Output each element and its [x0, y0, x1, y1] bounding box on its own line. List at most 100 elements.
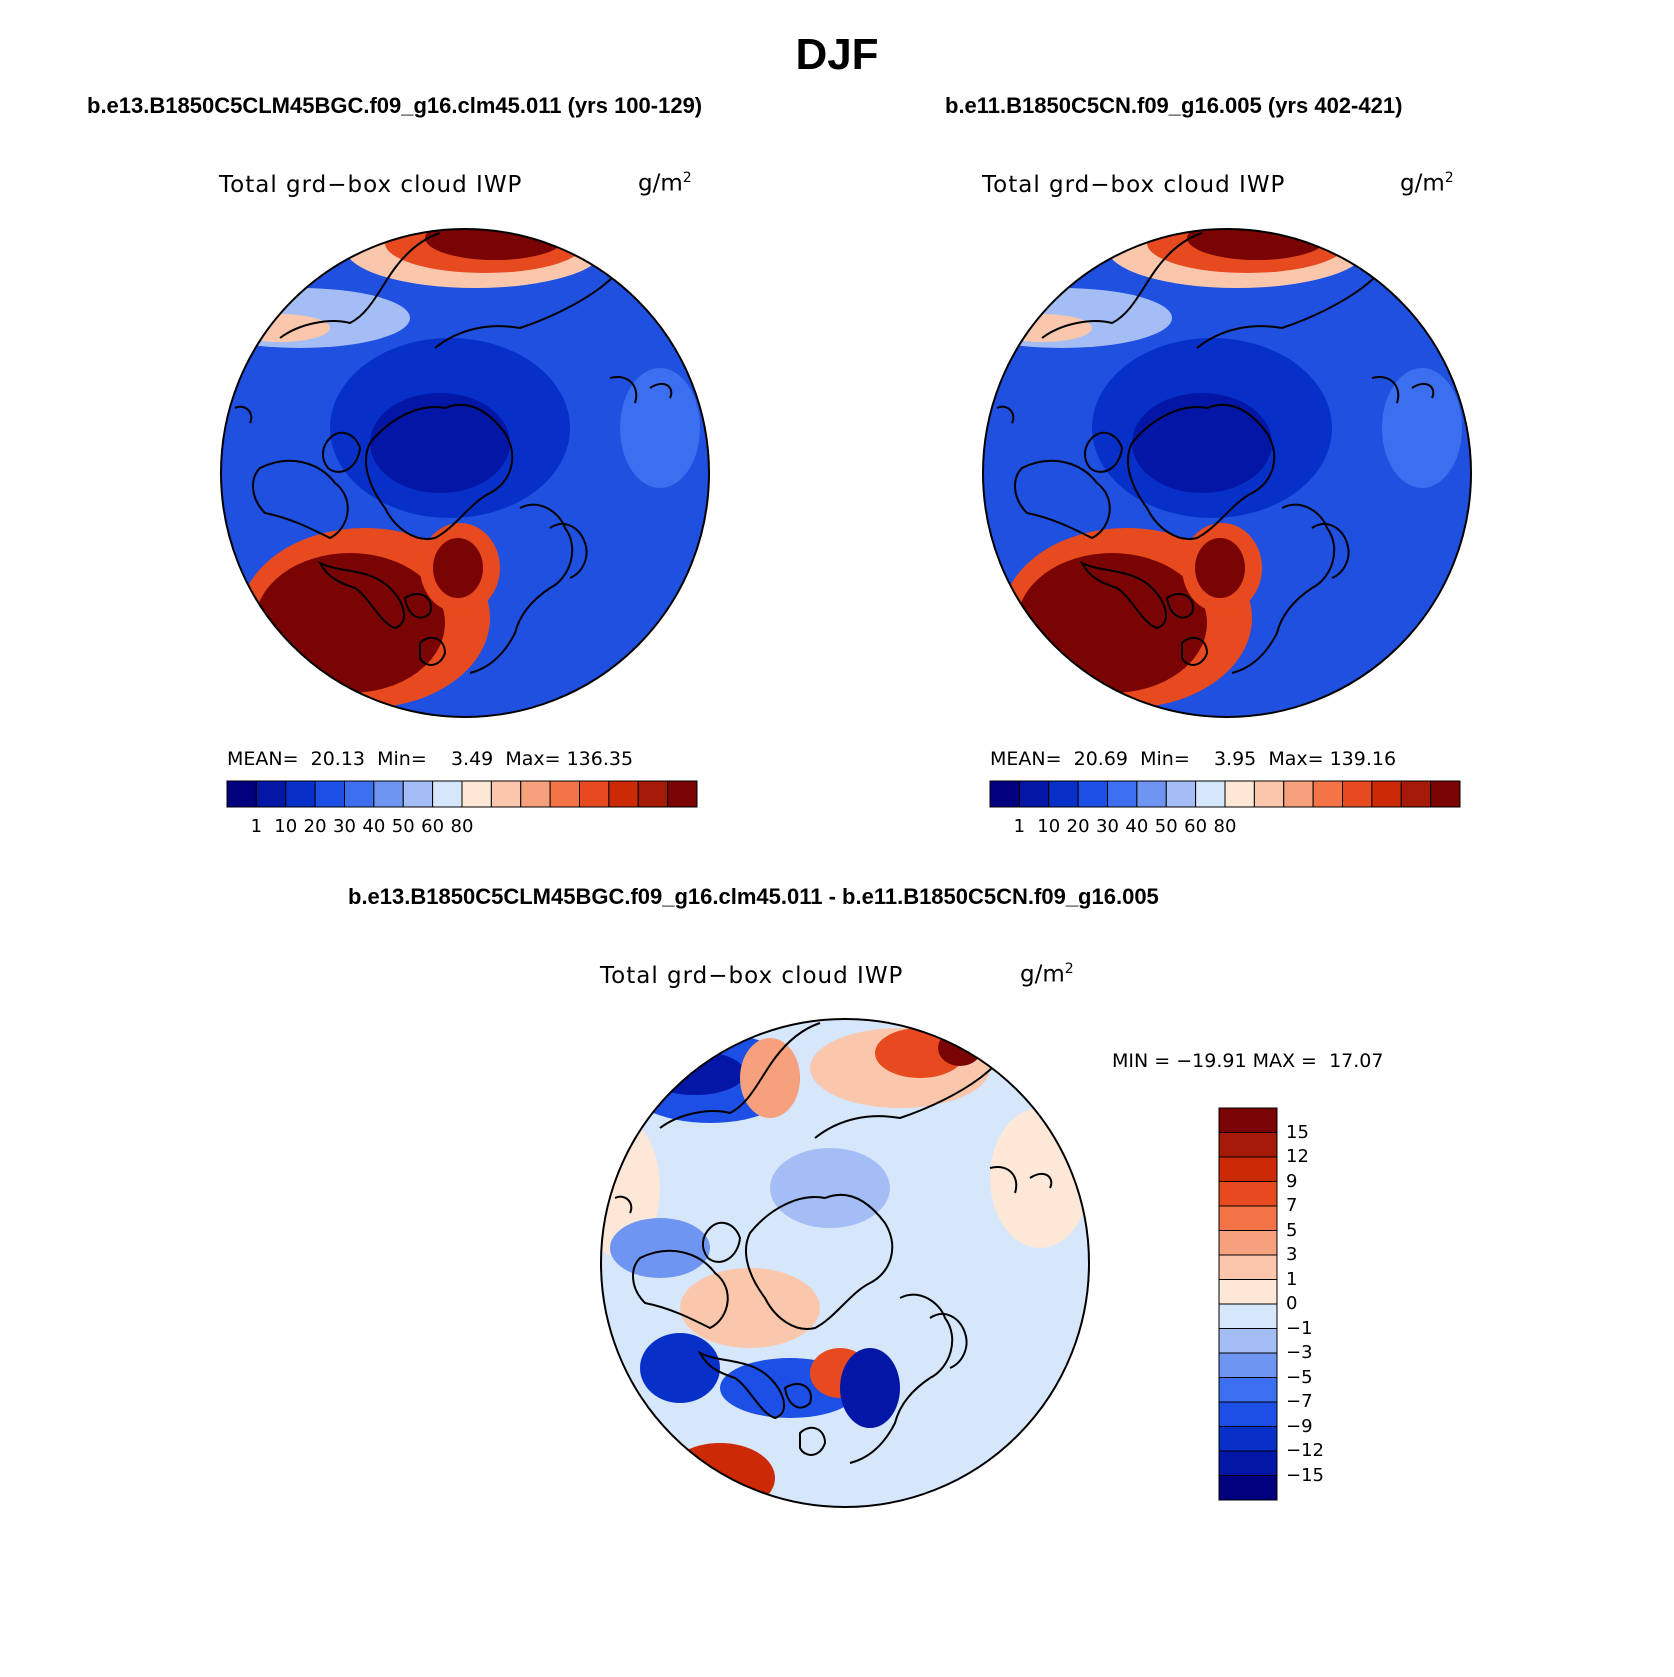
- high-iwp-core: [1195, 538, 1245, 598]
- right-stats: MEAN= 20.69 Min= 3.95 Max= 139.16: [990, 748, 1397, 770]
- coastline: [632, 1249, 729, 1330]
- colorbar-box: [285, 780, 316, 808]
- colorbar-tick-label: −7: [1286, 1391, 1313, 1412]
- coastline: [609, 376, 638, 404]
- left-stats: MEAN= 20.13 Min= 3.49 Max= 136.35: [227, 748, 634, 770]
- coastline: [1181, 636, 1209, 666]
- figure-title: DJF: [795, 30, 879, 79]
- coastline: [783, 1383, 812, 1409]
- colorbar-tick-label: 1: [1013, 816, 1026, 837]
- colorbar-box: [1218, 1426, 1278, 1452]
- colorbar-tick-label: 5: [1286, 1219, 1298, 1241]
- left-colorbar: [226, 780, 698, 808]
- coastline: [1014, 459, 1111, 540]
- high-iwp-core: [1187, 229, 1327, 260]
- coastline: [1311, 523, 1350, 579]
- coastline: [849, 1293, 954, 1464]
- colorbar-box: [608, 780, 639, 808]
- coastline: [745, 1193, 894, 1330]
- colorbar-tick-label: 30: [1096, 816, 1119, 837]
- coastline: [659, 1022, 821, 1129]
- difference-anomaly: [990, 1108, 1089, 1248]
- colorbar-box: [1218, 1279, 1278, 1305]
- coastline: [1079, 560, 1167, 630]
- diff-stats: MIN = −19.91 MAX = 17.07: [1112, 1050, 1384, 1072]
- colorbar-tick-label: −3: [1286, 1342, 1313, 1363]
- coastline: [649, 382, 673, 399]
- coastline: [799, 1426, 827, 1456]
- colorbar-tick-label: −15: [1286, 1464, 1324, 1486]
- colorbar-tick-label: 10: [274, 816, 298, 837]
- colorbar-tick-label: 50: [391, 816, 415, 837]
- high-iwp-core: [1017, 553, 1207, 693]
- colorbar-box: [1218, 1352, 1278, 1378]
- moderate-iwp-patch: [1382, 368, 1462, 488]
- colorbar-tick-label: 12: [1286, 1146, 1309, 1167]
- coastline: [1411, 382, 1435, 399]
- coastline: [419, 636, 447, 666]
- colorbar-box: [1371, 780, 1402, 808]
- coastline: [469, 503, 574, 674]
- coastline: [989, 1166, 1018, 1194]
- colorbar-tick-label: 80: [1213, 816, 1237, 837]
- coastline: [1127, 403, 1276, 540]
- colorbar-box: [1218, 1156, 1278, 1182]
- colorbar-box: [402, 780, 434, 808]
- colorbar-box: [1312, 780, 1343, 808]
- difference-anomaly: [645, 1051, 745, 1095]
- colorbar-box: [1218, 1450, 1278, 1476]
- colorbar-tick-label: 10: [1037, 816, 1061, 837]
- diff-variable-label: Total grd−box cloud IWP: [600, 963, 904, 989]
- coastline: [614, 1195, 633, 1214]
- colorbar-box: [1430, 780, 1461, 808]
- colorbar-tick-label: 40: [362, 816, 386, 837]
- difference-anomaly: [610, 1218, 710, 1278]
- colorbar-tick-label: 20: [303, 816, 327, 837]
- colorbar-box: [667, 780, 698, 808]
- colorbar-tick-label: 0: [1286, 1293, 1298, 1314]
- coastline: [1029, 1172, 1053, 1189]
- coastline: [697, 1350, 785, 1420]
- colorbar-box: [1218, 1401, 1278, 1427]
- coastline: [549, 523, 588, 579]
- colorbar-tick-label: 50: [1154, 816, 1178, 837]
- colorbar-box: [1283, 780, 1314, 808]
- colorbar-tick-label: 80: [450, 816, 474, 837]
- coastline: [996, 405, 1015, 424]
- colorbar-box: [1218, 1107, 1278, 1133]
- moderate-iwp-patch: [620, 368, 700, 488]
- colorbar-tick-label: 20: [1066, 816, 1090, 837]
- diff-units: g/m2: [1020, 961, 1074, 988]
- left-units: g/m2: [638, 170, 692, 197]
- colorbar-box: [373, 780, 404, 808]
- coastline: [1231, 503, 1336, 674]
- colorbar-box: [1165, 780, 1197, 808]
- coastline: [929, 1313, 968, 1369]
- colorbar-box: [1224, 780, 1255, 808]
- colorbar-tick-label: 1: [1286, 1268, 1298, 1290]
- left-case-title: b.e13.B1850C5CLM45BGC.f09_g16.clm45.011 …: [87, 93, 703, 118]
- diff-colorbar-ticks: 15 12 9 7 5 3 1 0 −1 −3 −5 −7 −9 −12 −15: [1286, 1108, 1366, 1500]
- difference-anomaly: [665, 1443, 775, 1507]
- colorbar-box: [1342, 780, 1373, 808]
- difference-anomaly: [640, 1333, 720, 1403]
- colorbar-tick-label: 15: [1286, 1121, 1309, 1143]
- low-iwp-core: [370, 393, 510, 493]
- coastline: [252, 459, 349, 540]
- colorbar-box: [1077, 780, 1108, 808]
- high-iwp-core: [255, 553, 445, 693]
- colorbar-box: [1107, 780, 1138, 808]
- coastline: [702, 1221, 742, 1263]
- colorbar-box: [1218, 1230, 1278, 1256]
- colorbar-box: [1218, 1181, 1278, 1207]
- colorbar-box: [314, 780, 345, 808]
- coastline: [322, 431, 362, 473]
- colorbar-box: [1136, 780, 1167, 808]
- colorbar-tick-label: 40: [1125, 816, 1149, 837]
- colorbar-box: [1400, 780, 1432, 808]
- coastline: [279, 232, 441, 339]
- colorbar-box: [255, 780, 287, 808]
- right-variable-label: Total grd−box cloud IWP: [982, 172, 1286, 198]
- colorbar-tick-label: 3: [1286, 1244, 1298, 1265]
- coastline: [1165, 593, 1194, 619]
